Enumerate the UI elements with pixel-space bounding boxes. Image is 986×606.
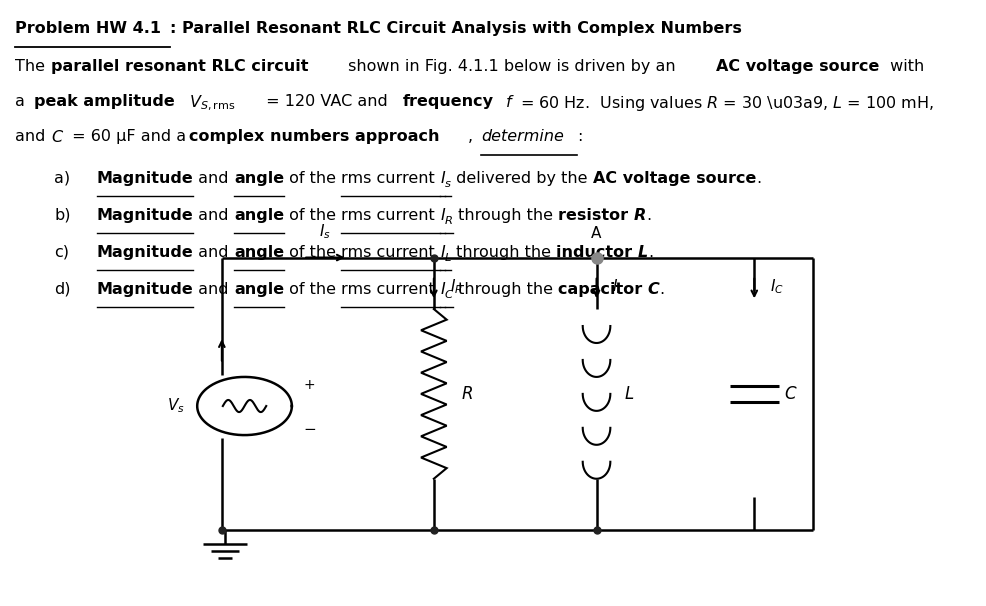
Text: through the: through the xyxy=(452,245,556,260)
Text: ,: , xyxy=(468,129,478,144)
Text: and: and xyxy=(15,129,50,144)
Text: determine: determine xyxy=(481,129,564,144)
Text: I: I xyxy=(440,208,445,223)
Text: angle: angle xyxy=(234,282,284,297)
Text: L: L xyxy=(445,253,452,264)
Text: .: . xyxy=(660,282,665,297)
Text: −: − xyxy=(304,422,316,436)
Text: $V_s$: $V_s$ xyxy=(167,397,184,415)
Text: Problem HW 4.1: Problem HW 4.1 xyxy=(15,21,161,36)
Text: resistor: resistor xyxy=(558,208,634,223)
Text: parallel resonant RLC circuit: parallel resonant RLC circuit xyxy=(51,59,309,74)
Text: .: . xyxy=(646,208,651,223)
Text: of the: of the xyxy=(284,282,341,297)
Text: a: a xyxy=(15,94,30,109)
Text: R: R xyxy=(634,208,646,223)
Text: Magnitude: Magnitude xyxy=(97,282,193,297)
Text: capacitor: capacitor xyxy=(558,282,648,297)
Text: $f$: $f$ xyxy=(500,94,515,110)
Text: complex numbers approach: complex numbers approach xyxy=(189,129,440,144)
Text: $I_s$: $I_s$ xyxy=(319,222,331,241)
Text: .: . xyxy=(649,245,654,260)
Text: Magnitude: Magnitude xyxy=(97,245,193,260)
Text: of the: of the xyxy=(284,208,341,223)
Text: and: and xyxy=(193,171,234,186)
Text: shown in Fig. 4.1.1 below is driven by an: shown in Fig. 4.1.1 below is driven by a… xyxy=(343,59,681,74)
Text: $I_R$: $I_R$ xyxy=(450,278,462,296)
Text: = 60 Hz.  Using values $R$ = 30 \u03a9, $L$ = 100 mH,: = 60 Hz. Using values $R$ = 30 \u03a9, $… xyxy=(520,94,934,113)
Text: = 60 μF and a: = 60 μF and a xyxy=(67,129,191,144)
Text: $I_L$: $I_L$ xyxy=(612,278,624,296)
Text: Magnitude: Magnitude xyxy=(97,171,193,186)
Text: b): b) xyxy=(54,208,71,223)
Text: : Parallel Resonant RLC Circuit Analysis with Complex Numbers: : Parallel Resonant RLC Circuit Analysis… xyxy=(170,21,741,36)
Text: :: : xyxy=(577,129,582,144)
Text: Magnitude: Magnitude xyxy=(97,208,193,223)
Text: I: I xyxy=(440,171,445,186)
Text: R: R xyxy=(461,385,473,403)
Text: $I_C$: $I_C$ xyxy=(770,278,784,296)
Text: frequency: frequency xyxy=(402,94,493,109)
Text: through the: through the xyxy=(453,208,558,223)
Text: of the: of the xyxy=(284,171,341,186)
Text: C: C xyxy=(445,290,453,301)
Text: angle: angle xyxy=(234,208,284,223)
Text: rms current: rms current xyxy=(341,245,440,260)
Text: AC voltage source: AC voltage source xyxy=(593,171,756,186)
Text: delivered by the: delivered by the xyxy=(451,171,593,186)
Text: L: L xyxy=(638,245,649,260)
Text: angle: angle xyxy=(234,171,284,186)
Text: angle: angle xyxy=(234,245,284,260)
Text: peak amplitude: peak amplitude xyxy=(34,94,175,109)
Text: = 120 VAC and: = 120 VAC and xyxy=(261,94,393,109)
Text: with: with xyxy=(885,59,925,74)
Text: AC voltage source: AC voltage source xyxy=(716,59,880,74)
Text: and: and xyxy=(193,245,234,260)
Text: s: s xyxy=(445,179,451,190)
Text: A: A xyxy=(592,225,601,241)
Text: of the: of the xyxy=(284,245,341,260)
Text: rms current: rms current xyxy=(341,282,440,297)
Text: rms current: rms current xyxy=(341,208,440,223)
Text: inductor: inductor xyxy=(556,245,638,260)
Text: I: I xyxy=(440,245,445,260)
Text: C: C xyxy=(784,385,796,403)
Text: d): d) xyxy=(54,282,71,297)
Text: $C$: $C$ xyxy=(51,129,64,145)
Text: a): a) xyxy=(54,171,70,186)
Text: rms current: rms current xyxy=(341,171,440,186)
Text: R: R xyxy=(445,216,453,227)
Text: through the: through the xyxy=(453,282,558,297)
Text: .: . xyxy=(756,171,761,186)
Text: C: C xyxy=(648,282,660,297)
Text: and: and xyxy=(193,208,234,223)
Text: c): c) xyxy=(54,245,69,260)
Text: $V_{S,\mathrm{rms}}$: $V_{S,\mathrm{rms}}$ xyxy=(184,94,236,113)
Text: I: I xyxy=(440,282,445,297)
Text: +: + xyxy=(304,378,316,392)
Text: The: The xyxy=(15,59,50,74)
Text: L: L xyxy=(624,385,633,403)
Text: and: and xyxy=(193,282,234,297)
